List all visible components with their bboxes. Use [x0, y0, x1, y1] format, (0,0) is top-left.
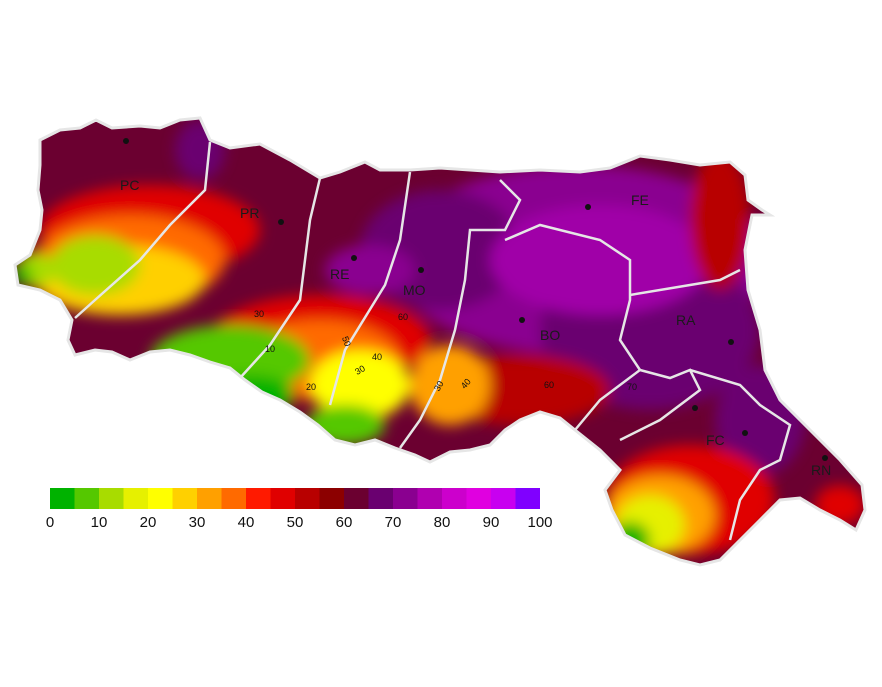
legend-tick-label: 10: [91, 514, 108, 531]
legend-swatch: [270, 488, 295, 509]
isoline-label: 10: [265, 344, 275, 354]
legend-swatch: [99, 488, 124, 509]
isoline-label: 70: [627, 382, 637, 392]
capital-dot-rn: [822, 455, 828, 461]
province-labels: PC PR RE MO BO FE RA FC RN: [120, 177, 831, 478]
legend-swatch: [197, 488, 222, 509]
capital-dot-mo: [418, 267, 424, 273]
legend-tick-label: 20: [140, 514, 157, 531]
province-label-fe: FE: [631, 192, 649, 208]
isoline-label: 40: [459, 377, 473, 391]
legend-swatch: [123, 488, 148, 509]
legend-swatch: [466, 488, 491, 509]
province-label-ra: RA: [676, 312, 696, 328]
legend-swatch: [417, 488, 442, 509]
legend-ticks: 0 10 20 30 40 50 60 70 80 90 100: [46, 514, 553, 531]
province-label-mo: MO: [403, 282, 426, 298]
province-borders: [74, 141, 792, 541]
isoline-label: 30: [254, 309, 264, 319]
legend-swatches: [50, 488, 540, 509]
capital-dot-re: [351, 255, 357, 261]
legend-tick-label: 50: [287, 514, 304, 531]
capital-dot-fc-2: [742, 430, 748, 436]
legend-tick-label: 30: [189, 514, 206, 531]
legend-swatch: [393, 488, 418, 509]
legend-swatch: [515, 488, 540, 509]
province-label-re: RE: [330, 266, 349, 282]
capital-dot-pr: [278, 219, 284, 225]
color-legend: 0 10 20 30 40 50 60 70 80 90 100: [46, 488, 553, 531]
capital-dot-fe: [585, 204, 591, 210]
capital-dot-ra: [728, 339, 734, 345]
legend-swatch: [74, 488, 99, 509]
legend-swatch: [442, 488, 467, 509]
capital-dot-fc-1: [692, 405, 698, 411]
isoline-label: 60: [544, 380, 554, 390]
legend-tick-label: 100: [527, 514, 552, 531]
legend-swatch: [172, 488, 197, 509]
isoline-labels: 30 10 20 50 40 30 60 30 40 60 70: [254, 309, 637, 393]
isoline-label: 60: [398, 312, 408, 322]
legend-tick-label: 90: [483, 514, 500, 531]
legend-tick-label: 0: [46, 514, 54, 531]
province-label-pc: PC: [120, 177, 139, 193]
legend-tick-label: 70: [385, 514, 402, 531]
legend-swatch: [344, 488, 369, 509]
province-capitals: [123, 138, 828, 461]
capital-dot-pc: [123, 138, 129, 144]
capital-dot-bo: [519, 317, 525, 323]
legend-tick-label: 80: [434, 514, 451, 531]
legend-swatch: [491, 488, 516, 509]
province-label-pr: PR: [240, 205, 259, 221]
legend-swatch: [295, 488, 320, 509]
legend-tick-label: 40: [238, 514, 255, 531]
isoline-label: 30: [432, 379, 446, 393]
legend-tick-label: 60: [336, 514, 353, 531]
isoline-label: 20: [306, 382, 316, 392]
isoline-label: 30: [353, 363, 367, 377]
province-label-rn: RN: [811, 462, 831, 478]
legend-swatch: [319, 488, 344, 509]
province-label-bo: BO: [540, 327, 560, 343]
province-label-fc: FC: [706, 432, 725, 448]
legend-swatch: [246, 488, 271, 509]
legend-swatch: [221, 488, 246, 509]
legend-swatch: [148, 488, 173, 509]
legend-swatch: [50, 488, 75, 509]
isoline-label: 50: [340, 335, 353, 348]
isoline-label: 40: [372, 352, 382, 362]
legend-swatch: [368, 488, 393, 509]
